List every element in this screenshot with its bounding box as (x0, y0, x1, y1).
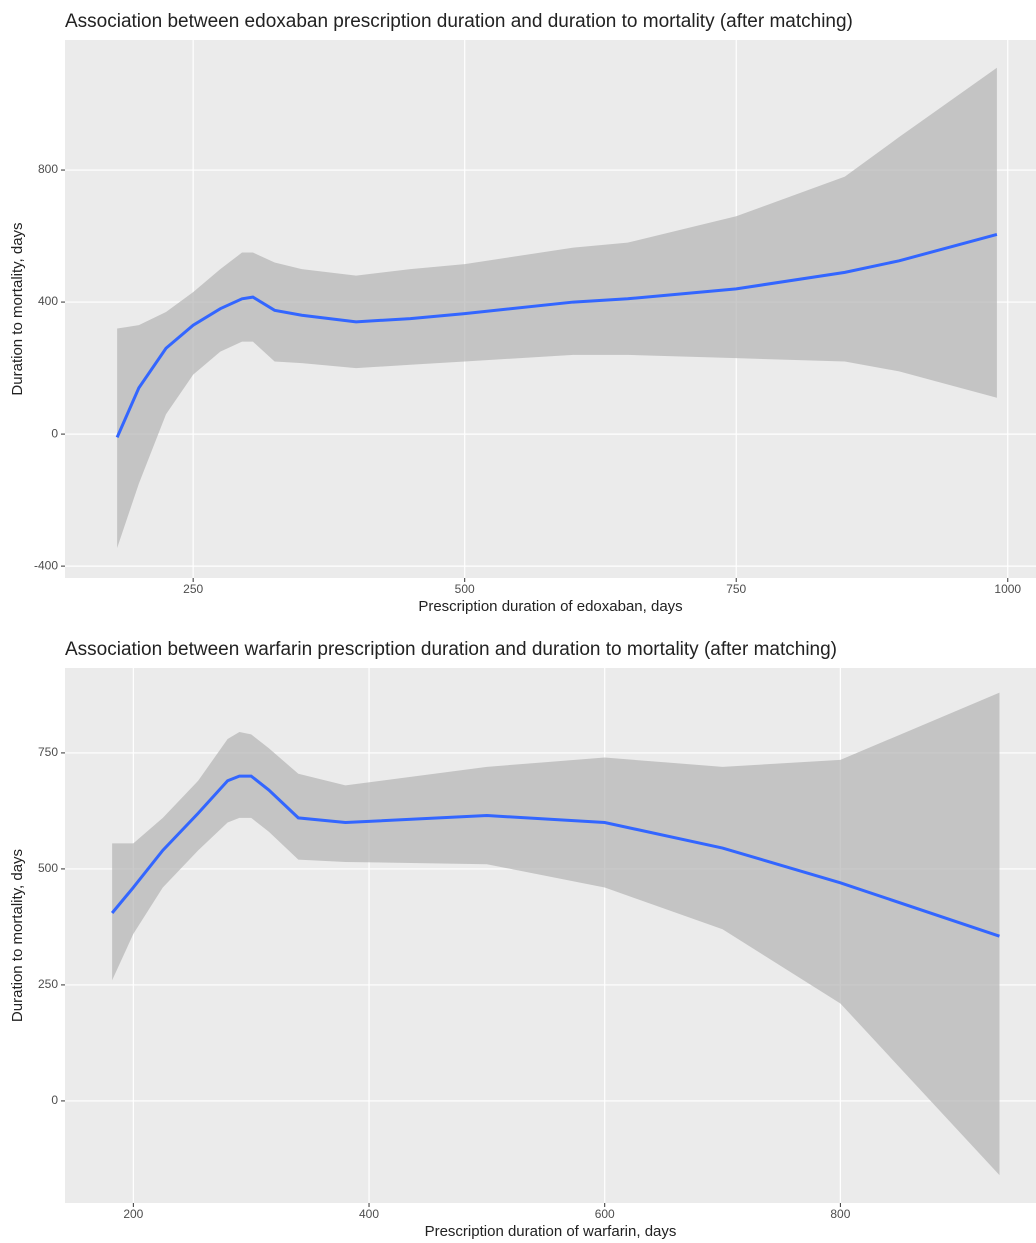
x-tick-label: 400 (359, 1207, 379, 1221)
x-tick-label: 200 (123, 1207, 143, 1221)
x-axis-title: Prescription duration of edoxaban, days (418, 598, 682, 615)
smooth-line (110, 774, 1000, 938)
y-tick-label: 0 (51, 1093, 58, 1107)
y-tick-label: 400 (38, 294, 58, 308)
chart-title: Association between edoxaban prescriptio… (65, 11, 853, 32)
y-tick-label: 250 (38, 977, 58, 991)
chart-title: Association between warfarin prescriptio… (65, 639, 837, 660)
y-tick-label: 500 (38, 861, 58, 875)
y-tick-label: 750 (38, 745, 58, 759)
y-axis-title: Duration to mortality, days (9, 222, 26, 395)
x-axis-title: Prescription duration of warfarin, days (425, 1223, 677, 1240)
x-tick-label: 250 (183, 582, 203, 596)
x-tick-label: 1000 (994, 582, 1021, 596)
x-tick-label: 500 (455, 582, 475, 596)
y-tick-label: 800 (38, 162, 58, 176)
smooth-line (115, 232, 998, 438)
confidence-band (117, 67, 997, 548)
y-tick-label: -400 (34, 558, 58, 572)
x-tick-label: 750 (726, 582, 746, 596)
y-tick-label: 0 (51, 426, 58, 440)
confidence-band (112, 692, 1000, 1176)
y-axis-title: Duration to mortality, days (9, 849, 26, 1022)
x-tick-label: 600 (595, 1207, 615, 1221)
x-tick-label: 800 (830, 1207, 850, 1221)
